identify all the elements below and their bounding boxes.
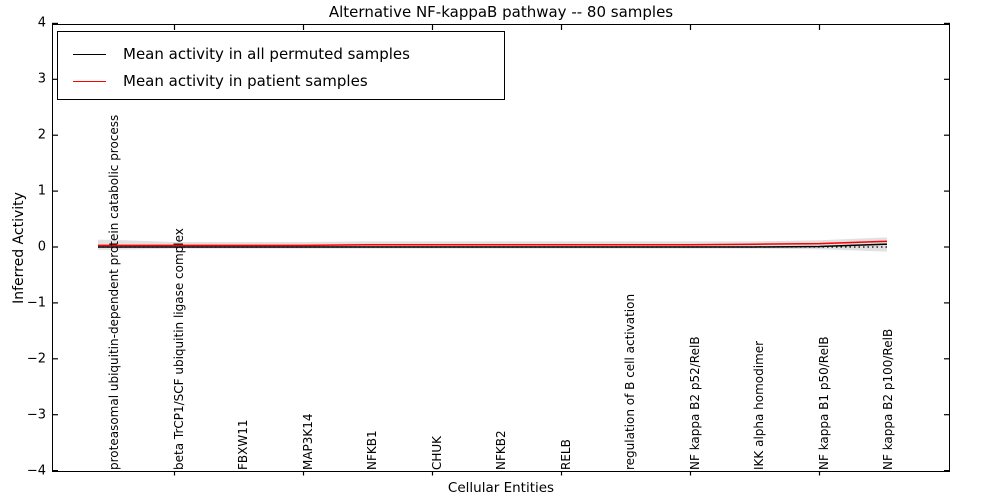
y-tick-label: 2 xyxy=(37,127,46,143)
y-tick-label: −1 xyxy=(26,295,46,311)
legend-line-permuted-icon xyxy=(73,53,106,55)
x-axis-label: Cellular Entities xyxy=(447,480,555,496)
x-tick-label: beta TrCP1/SCF ubiquitin ligase complex xyxy=(171,228,186,470)
y-tick-label: 0 xyxy=(37,239,46,255)
legend-item-patient: Mean activity in patient samples xyxy=(58,70,368,92)
x-tick-label: proteasomal ubiquitin-dependent protein … xyxy=(107,114,121,470)
x-tick-label: IKK alpha homodimer xyxy=(752,340,766,470)
series-lines xyxy=(98,240,887,248)
y-tick-label: 1 xyxy=(37,183,46,199)
legend-label-patient: Mean activity in patient samples xyxy=(123,72,368,90)
x-tick-label: MAP3K14 xyxy=(300,413,315,470)
x-tick-label: NF kappa B2 p100/RelB xyxy=(881,328,895,470)
y-tick-label: −3 xyxy=(26,407,46,423)
legend: Mean activity in all permuted samples Me… xyxy=(57,31,505,100)
axis-tick-marks xyxy=(52,22,950,476)
x-tick-label: regulation of B cell activation xyxy=(623,293,637,470)
y-tick-label: −4 xyxy=(26,463,46,479)
legend-label-permuted: Mean activity in all permuted samples xyxy=(123,45,410,63)
x-tick-label: NF kappa B2 p52/RelB xyxy=(687,336,702,470)
y-axis-label: Inferred Activity xyxy=(11,192,27,304)
x-tick-label: CHUK xyxy=(429,435,444,470)
y-tick-label: 3 xyxy=(37,71,46,87)
legend-line-patient-icon xyxy=(73,80,106,82)
legend-item-permuted: Mean activity in all permuted samples xyxy=(58,43,410,65)
chart-title: Alternative NF-kappaB pathway -- 80 samp… xyxy=(328,3,674,21)
x-tick-label: NFKB1 xyxy=(365,430,379,470)
y-tick-label: 4 xyxy=(37,15,46,31)
x-tick-label: FBXW11 xyxy=(236,419,250,471)
y-tick-label: −2 xyxy=(26,351,46,367)
x-tick-label: NFKB2 xyxy=(494,430,508,470)
x-tick-label: NF kappa B1 p50/RelB xyxy=(816,336,831,470)
x-tick-label: RELB xyxy=(558,439,573,470)
